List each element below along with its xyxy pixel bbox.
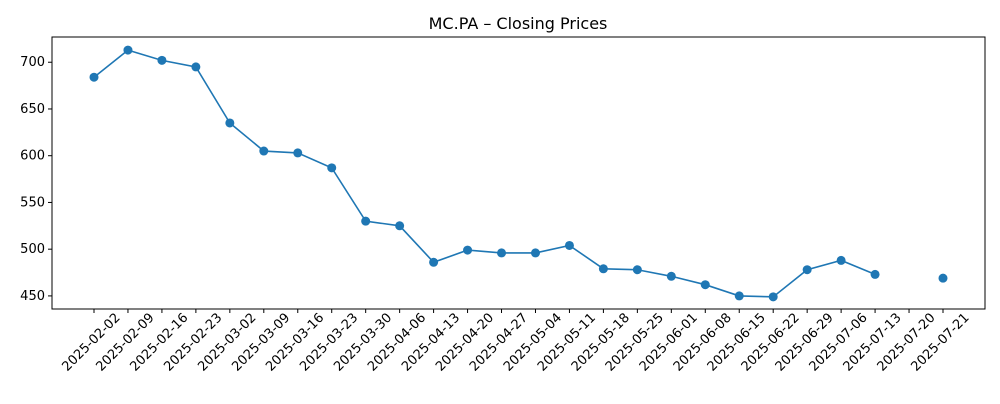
data-point — [361, 216, 371, 226]
data-point — [598, 264, 608, 274]
data-point — [191, 62, 201, 72]
data-point — [157, 55, 167, 65]
chart-title: MC.PA – Closing Prices — [429, 14, 608, 33]
data-point — [836, 255, 846, 265]
data-point — [259, 146, 269, 156]
series-line — [93, 49, 876, 298]
series-close — [89, 45, 948, 302]
data-point — [395, 221, 405, 231]
data-point — [632, 265, 642, 275]
y-tick-label: 450 — [20, 289, 45, 304]
data-point — [327, 163, 337, 173]
y-tick-label: 650 — [20, 102, 45, 117]
y-axis: 450 500 550 600 650 700 — [20, 55, 52, 304]
data-point — [870, 269, 880, 279]
y-tick-label: 700 — [20, 55, 45, 70]
data-point — [700, 280, 710, 290]
data-point — [530, 248, 540, 258]
data-point — [497, 248, 507, 258]
y-tick-label: 500 — [20, 242, 45, 257]
data-point — [225, 118, 235, 128]
data-point — [564, 240, 574, 250]
data-point — [938, 273, 948, 283]
data-point — [429, 257, 439, 267]
y-tick-label: 550 — [20, 195, 45, 210]
data-point — [463, 245, 473, 255]
y-tick-label: 600 — [20, 149, 45, 164]
data-point — [768, 292, 778, 302]
x-axis: 2025-02-022025-02-092025-02-162025-02-23… — [60, 309, 973, 375]
data-point — [89, 72, 99, 82]
data-point — [666, 271, 676, 281]
data-point — [123, 45, 133, 55]
data-point — [293, 148, 303, 158]
plot-frame — [51, 36, 986, 310]
data-point — [802, 265, 812, 275]
data-point — [734, 291, 744, 301]
